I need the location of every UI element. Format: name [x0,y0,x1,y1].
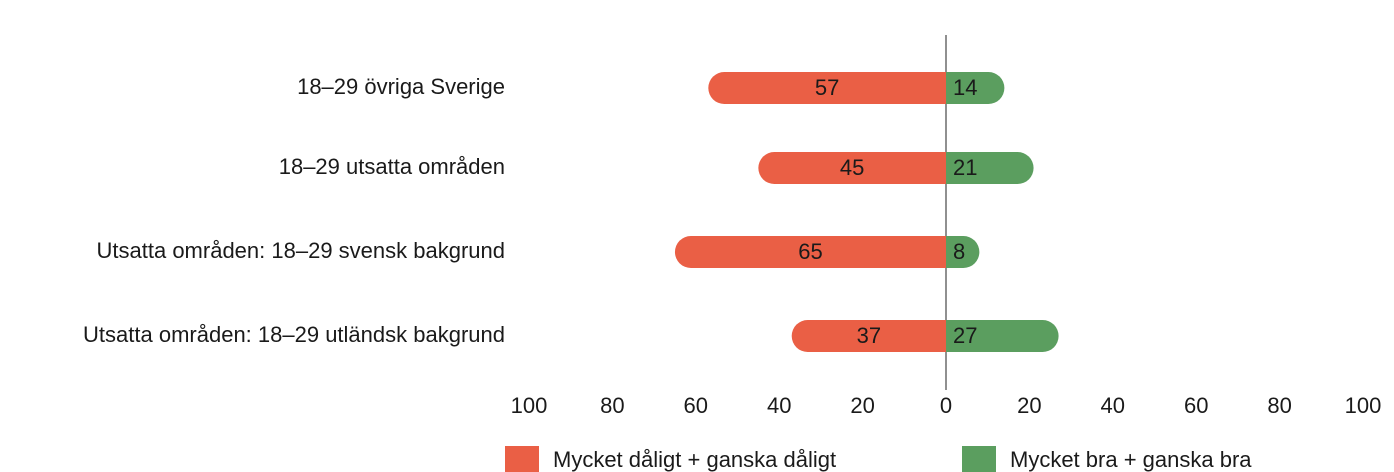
x-tick-label: 60 [684,393,708,418]
x-tick-label: 100 [511,393,548,418]
category-label: 18–29 utsatta områden [279,154,505,179]
bar [946,236,980,268]
legend-label: Mycket dåligt + ganska dåligt [553,447,836,472]
category-label: Utsatta områden: 18–29 utländsk bakgrund [83,322,505,347]
value-label: 45 [840,155,864,180]
x-tick-label: 40 [767,393,791,418]
category-label: 18–29 övriga Sverige [297,74,505,99]
value-label: 27 [953,323,977,348]
bar [674,236,946,268]
x-tick-label: 20 [1017,393,1041,418]
value-label: 21 [953,155,977,180]
x-tick-label: 80 [1267,393,1291,418]
x-tick-label: 0 [940,393,952,418]
x-tick-label: 40 [1101,393,1125,418]
category-label: Utsatta områden: 18–29 svensk bakgrund [97,238,505,263]
bar [946,152,1034,184]
bar [791,320,946,352]
x-tick-label: 60 [1184,393,1208,418]
x-tick-label: 20 [850,393,874,418]
bar [758,152,946,184]
legend-swatch [505,446,539,472]
x-tick-label: 100 [1345,393,1382,418]
x-tick-label: 80 [600,393,624,418]
value-label: 65 [798,239,822,264]
bar [946,72,1005,104]
value-label: 37 [857,323,881,348]
bar [708,72,946,104]
legend-swatch [962,446,996,472]
bar [946,320,1059,352]
value-label: 14 [953,75,977,100]
value-label: 8 [953,239,965,264]
legend-label: Mycket bra + ganska bra [1010,447,1252,472]
value-label: 57 [815,75,839,100]
